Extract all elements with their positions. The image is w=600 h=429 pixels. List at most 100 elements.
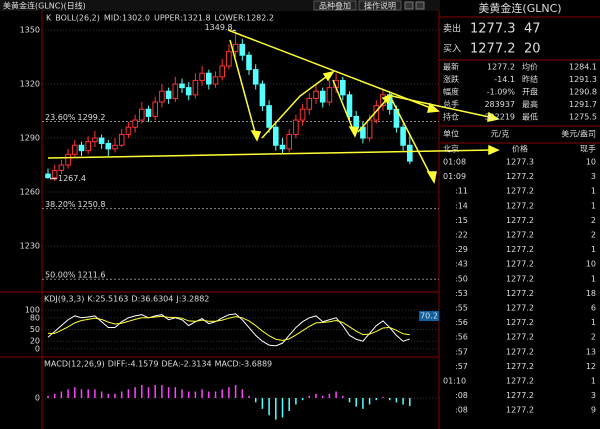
stat-label: 均价 <box>522 62 538 72</box>
candle-body <box>172 83 179 99</box>
tick-time: :55 <box>455 304 468 313</box>
kdj-line <box>48 315 410 341</box>
tick-price: 1277.2 <box>506 274 534 283</box>
stat-value: 283937 <box>484 100 515 109</box>
tick-time: :43 <box>455 260 468 269</box>
stat-value: 322219 <box>484 113 515 122</box>
indicator-info: BOLL(26,2) <box>55 14 100 23</box>
stat-label: 最低 <box>522 112 538 122</box>
kdj-info: D:36.6304 <box>131 295 173 304</box>
candle-body <box>246 54 252 71</box>
unit-option[interactable]: 美元/盎司 <box>561 129 596 139</box>
title-bar <box>0 0 440 11</box>
tick-qty: 18 <box>586 289 596 298</box>
tick-price: 1277.2 <box>506 333 534 342</box>
button[interactable]: 品种叠加 <box>319 1 351 11</box>
tick-time: 01:08 <box>443 158 466 167</box>
candle-body <box>252 69 259 85</box>
candle-body <box>319 90 326 103</box>
tick-qty: 2 <box>591 333 596 342</box>
indicator-info: UPPER:1321.8 <box>154 14 211 23</box>
stat-value: 1291.7 <box>569 100 597 109</box>
kdj-box-bg <box>419 311 439 321</box>
tick-qty: 6 <box>591 304 596 313</box>
tick-qty: 1 <box>591 377 596 386</box>
y-tick-label: 1230 <box>20 242 40 251</box>
fib-value: 1250.8 <box>78 200 106 209</box>
stat-label: 涨跌 <box>443 74 459 84</box>
candle-body <box>118 133 125 146</box>
candle-body <box>219 65 225 78</box>
candle-body <box>132 119 138 128</box>
tick-qty: 1 <box>591 245 596 254</box>
candle-body <box>226 51 232 67</box>
tick-qty: 3 <box>591 172 596 181</box>
candle-body <box>313 90 319 99</box>
indicator-info: K <box>46 14 52 23</box>
kdj-tick-label: 50 <box>30 325 40 334</box>
candle-body <box>145 108 152 117</box>
kdj-box: 70.2 <box>420 312 438 321</box>
candle-body <box>407 144 413 162</box>
stat-value: 1275.5 <box>569 113 597 122</box>
tick-time: :11 <box>455 187 468 196</box>
stat-value: 1277.2 <box>487 63 515 72</box>
candle-body <box>65 153 71 166</box>
tick-qty: 10 <box>586 260 596 269</box>
button-bg[interactable] <box>358 0 402 11</box>
macd-tick-label: 0 <box>35 394 40 403</box>
tick-qty: 1 <box>591 201 596 210</box>
tick-price: 1277.2 <box>506 318 534 327</box>
stat-value: -1.09% <box>487 88 516 97</box>
quote-qty: 47 <box>524 22 541 37</box>
candle-body <box>293 119 299 135</box>
candle-body <box>152 101 158 117</box>
tick-price: 1277.2 <box>506 201 534 210</box>
indicator-info: MID:1302.0 <box>104 14 150 23</box>
tick-time: :14 <box>455 201 468 210</box>
indicator-info: LOWER:1282.2 <box>215 14 274 23</box>
candle-body <box>112 144 118 150</box>
fib-value: 1211.6 <box>78 271 106 280</box>
button-bg[interactable] <box>313 0 357 11</box>
icon[interactable] <box>415 1 425 10</box>
candle-body <box>299 108 306 121</box>
kdj-tick-label: 0 <box>35 345 40 354</box>
candle-body <box>212 76 219 85</box>
candle-body <box>239 43 246 56</box>
unit-value: 元/克 <box>491 130 510 139</box>
tick-price: 1277.2 <box>506 260 534 269</box>
candle-body <box>92 137 98 143</box>
stat-label: 持仓 <box>443 112 459 122</box>
stat-label: 幅度 <box>443 87 459 97</box>
fib-value: 1299.2 <box>78 113 106 122</box>
candle-body <box>78 144 85 152</box>
candle-body <box>165 90 172 99</box>
tick-price: 1277.2 <box>506 289 534 298</box>
quote-qty: 20 <box>524 42 541 57</box>
tick-qty: 2 <box>591 216 596 225</box>
tick-qty: 12 <box>586 362 596 371</box>
tick-time: :29 <box>455 245 468 254</box>
tick-qty: 10 <box>586 158 596 167</box>
candle-body <box>206 72 212 85</box>
tick-time: :53 <box>455 289 468 298</box>
fib-pct: 23.60% <box>45 113 76 122</box>
candle-body <box>346 94 353 117</box>
tick-price: 1277.2 <box>506 216 534 225</box>
candle-body <box>58 164 65 171</box>
tick-price: 1277.2 <box>506 231 534 240</box>
tick-header: 价格 <box>512 144 528 154</box>
stat-label: 总手 <box>443 99 459 109</box>
button[interactable]: 操作说明 <box>364 1 396 11</box>
y-tick-label: 1350 <box>20 26 40 35</box>
quote-label: 卖出 <box>443 23 461 35</box>
tick-time: :56 <box>455 318 468 327</box>
kdj-line <box>47 313 410 347</box>
window-title: 美黄金连(GLNC)(日线) <box>3 1 86 11</box>
icon[interactable] <box>404 1 414 10</box>
kdj-info: KDJ(9,3,3) <box>44 295 84 304</box>
kdj-tick-label: 100 <box>25 306 40 315</box>
stat-value: 1284.1 <box>569 63 597 72</box>
candle-body <box>139 108 145 121</box>
